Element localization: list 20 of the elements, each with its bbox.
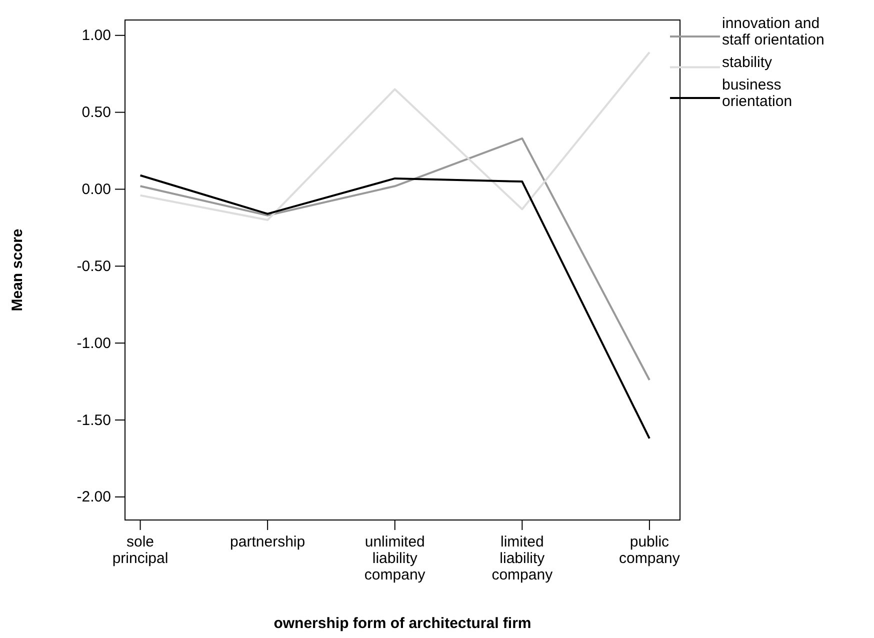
x-tick-label: partnership — [230, 534, 306, 551]
legend-label: innovation and staff orientation — [722, 15, 824, 48]
line-series — [139, 51, 650, 221]
y-tick-label: -0.50 — [76, 258, 111, 275]
line-series — [139, 174, 650, 440]
y-axis-title: Mean score — [9, 228, 26, 312]
y-tick-label: -1.00 — [76, 334, 111, 352]
x-tick-label: public company — [619, 534, 680, 568]
x-tick-label: sole principal — [112, 534, 168, 568]
y-tick-label: -1.50 — [76, 412, 111, 429]
y-tick-label: 0.00 — [82, 181, 111, 198]
x-tick-label: limited liability company — [492, 534, 554, 584]
legend-label: stability — [722, 54, 773, 71]
y-tick-label: -2.00 — [76, 488, 111, 506]
line-series — [139, 137, 650, 381]
y-tick-label: 1.00 — [82, 27, 111, 44]
legend-label: business orientation — [722, 76, 792, 110]
x-tick-label: unlimited liability company — [364, 534, 426, 584]
y-tick-label: 0.50 — [82, 104, 111, 122]
x-axis-title: ownership form of architectural firm — [274, 615, 532, 632]
